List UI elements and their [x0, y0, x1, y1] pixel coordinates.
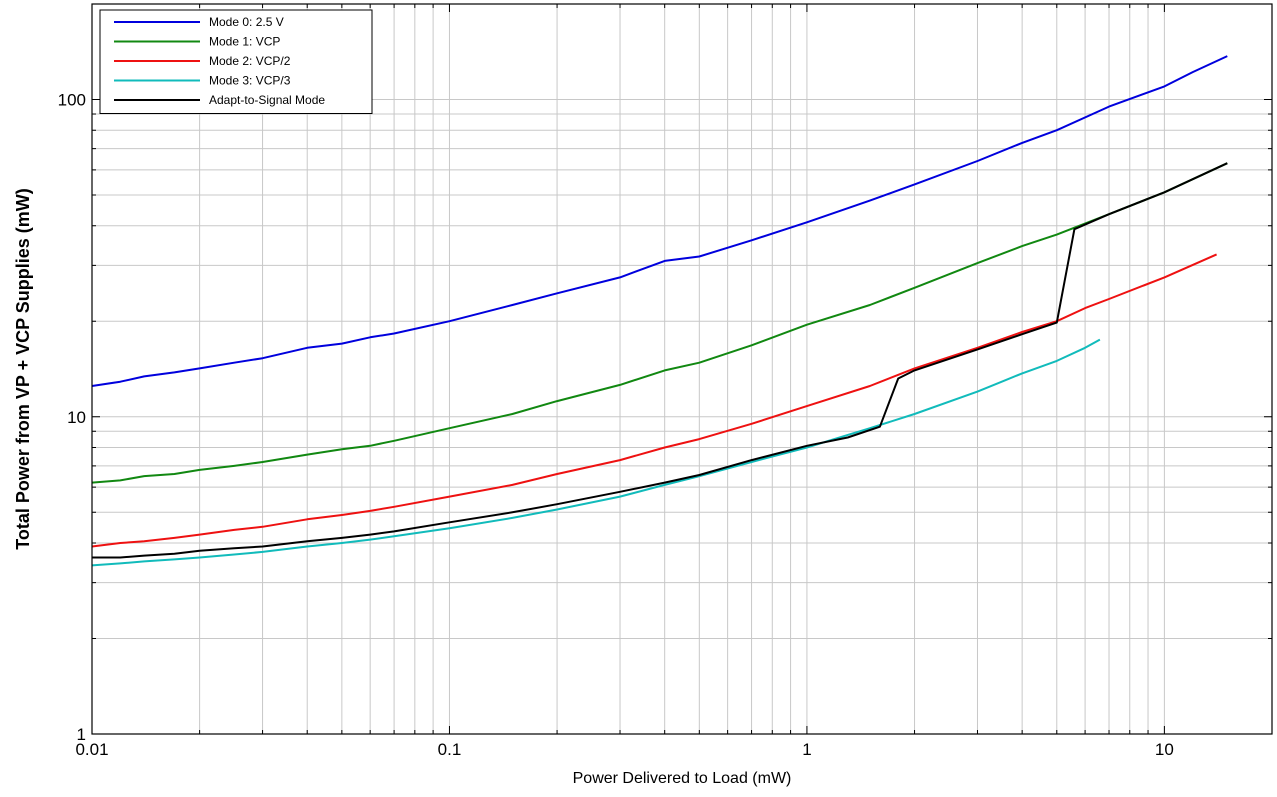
x-tick-labels: 0.01 0.1 1 10: [75, 740, 1173, 759]
grid-lines: [91, 3, 1273, 735]
y-tick-label: 1: [77, 725, 86, 744]
x-tick-label: 1: [802, 740, 811, 759]
legend: Mode 0: 2.5 V Mode 1: VCP Mode 2: VCP/2 Mod…: [99, 9, 373, 114]
y-tick-labels: 1 10 100: [58, 91, 86, 744]
x-axis-label: Power Delivered to Load (mW): [573, 770, 792, 787]
legend-entry: Mode 3: VCP/3: [209, 74, 291, 88]
series-line-3: [91, 338, 1101, 567]
legend-box: [99, 9, 373, 114]
y-tick-label: 100: [58, 91, 86, 110]
series-line-2: [91, 253, 1218, 548]
series-group: [91, 55, 1228, 567]
y-axis-label: Total Power from VP + VCP Supplies (mW): [13, 188, 33, 550]
legend-entry: Mode 0: 2.5 V: [209, 15, 284, 29]
legend-entry: Mode 2: VCP/2: [209, 54, 291, 68]
axis-ticks: [91, 3, 1273, 735]
series-line-0: [91, 55, 1228, 387]
x-tick-label: 0.1: [438, 740, 462, 759]
plot-frame: [91, 3, 1273, 735]
series-line-1: [91, 162, 1228, 484]
series-line-4: [92, 162, 1228, 559]
x-tick-label: 0.01: [75, 740, 108, 759]
legend-entry: Mode 1: VCP: [209, 35, 280, 49]
y-tick-label: 10: [67, 408, 86, 427]
legend-entry: Adapt-to-Signal Mode: [209, 93, 325, 107]
x-tick-label: 10: [1155, 740, 1174, 759]
